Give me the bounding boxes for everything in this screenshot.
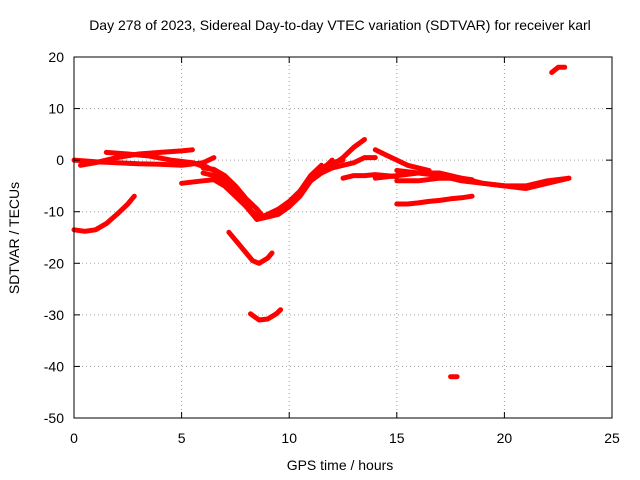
series-trace-7 xyxy=(200,170,260,219)
series-trace-23 xyxy=(549,64,568,75)
grid-lines xyxy=(74,57,612,418)
chart-title: Day 278 of 2023, Sidereal Day-to-day VTE… xyxy=(89,17,591,33)
y-tick-label: 0 xyxy=(56,152,64,168)
series-trace-9 xyxy=(226,229,275,266)
series-trace-10 xyxy=(248,307,284,323)
series-trace-1 xyxy=(71,193,137,234)
x-tick-label: 0 xyxy=(70,430,78,446)
series-trace-20 xyxy=(394,193,475,207)
x-axis-ticks: 0 5 10 15 20 25 xyxy=(70,57,620,446)
y-tick-label: -10 xyxy=(44,204,64,220)
series-trace-15 xyxy=(308,137,367,181)
x-axis-label: GPS time / hours xyxy=(287,457,394,473)
y-tick-label: -50 xyxy=(44,410,64,426)
x-tick-label: 15 xyxy=(389,430,405,446)
y-tick-label: -20 xyxy=(44,255,64,271)
series-trace-19 xyxy=(394,168,572,191)
y-axis-ticks: -50 -40 -30 -20 -10 0 10 20 xyxy=(44,49,612,426)
series-trace-17 xyxy=(372,147,432,173)
y-tick-label: 20 xyxy=(48,49,64,65)
series-trace-8 xyxy=(200,165,266,220)
series-trace-21 xyxy=(394,175,475,184)
y-tick-label: -30 xyxy=(44,307,64,323)
data-series xyxy=(71,64,572,380)
y-axis-label: SDTVAR / TECUs xyxy=(6,182,22,294)
y-tick-label: 10 xyxy=(48,101,64,117)
x-tick-label: 25 xyxy=(604,430,620,446)
x-tick-label: 10 xyxy=(281,430,297,446)
x-tick-label: 20 xyxy=(497,430,513,446)
x-tick-label: 5 xyxy=(178,430,186,446)
plot-frame xyxy=(73,56,613,419)
y-tick-label: -40 xyxy=(44,358,64,374)
